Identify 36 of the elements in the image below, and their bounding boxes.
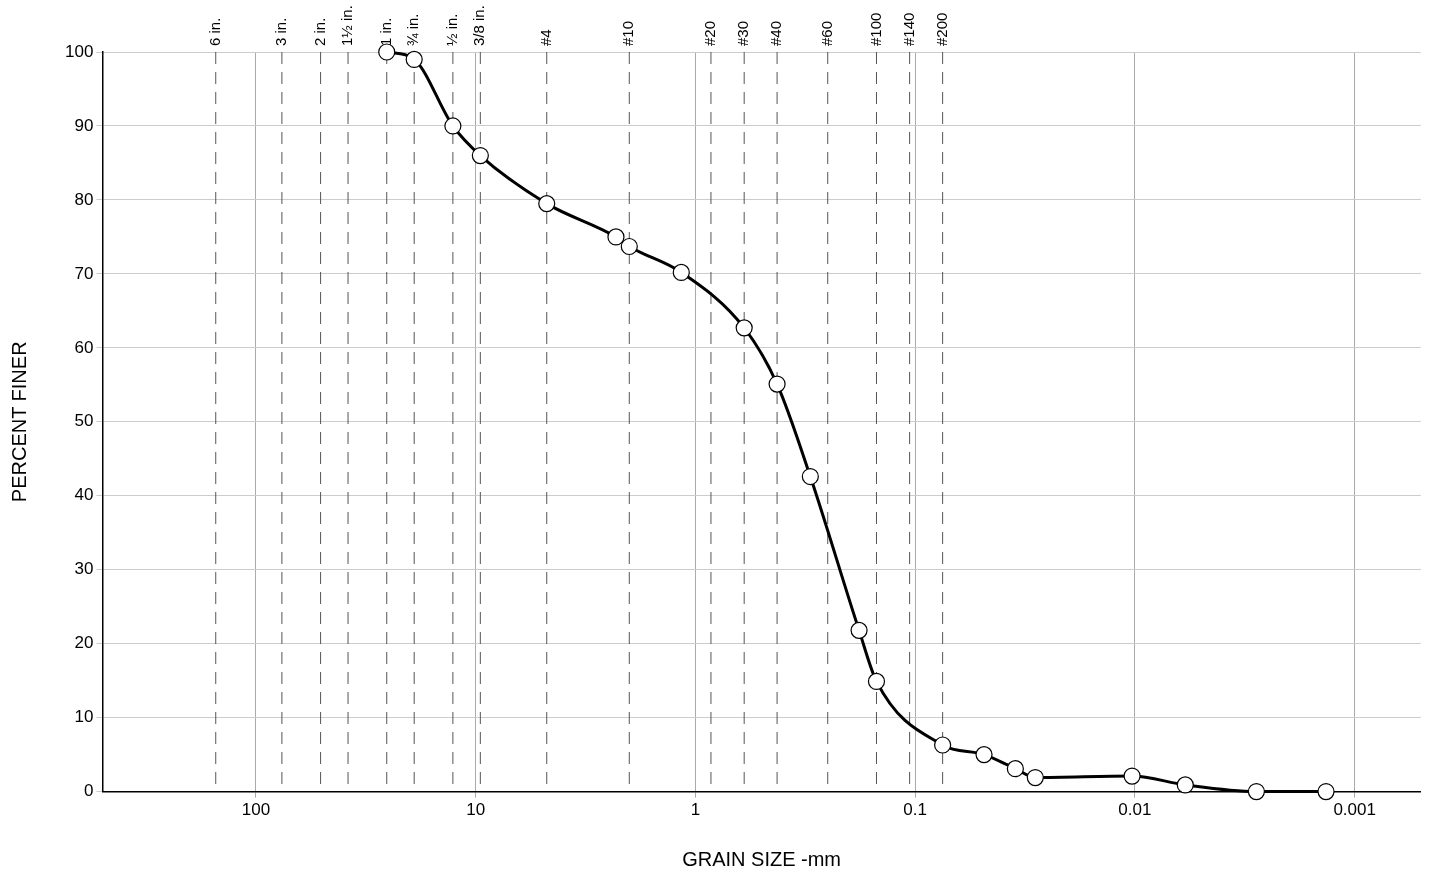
y-tick-label: 40 <box>74 485 94 505</box>
y-tick-label: 90 <box>74 115 94 135</box>
text: 3 in. <box>272 17 290 46</box>
text: 1½ in. <box>338 5 356 46</box>
x-tick-label: 1 <box>690 800 701 820</box>
x-tick-label: 0.001 <box>1333 800 1376 820</box>
y-tick-label: 60 <box>74 337 94 357</box>
y-tick-label: 100 <box>64 41 94 61</box>
text: ¾ in. <box>404 13 422 46</box>
x-axis-title: GRAIN SIZE -mm <box>682 847 842 870</box>
text: 3/8 in. <box>470 5 488 46</box>
text: ½ in. <box>443 13 461 46</box>
x-tick-label: 10 <box>466 800 486 820</box>
x-tick-label: 100 <box>241 800 271 820</box>
text: 6 in. <box>205 17 223 46</box>
y-tick-label: 50 <box>74 411 94 431</box>
text: #100 <box>866 12 884 46</box>
text: #20 <box>701 20 719 46</box>
y-tick-label: 0 <box>83 781 94 801</box>
text: #40 <box>767 20 785 46</box>
text: #10 <box>619 20 637 46</box>
y-tick-label: 30 <box>74 559 94 579</box>
y-axis-title: PERCENT FINER <box>7 341 30 503</box>
x-tick-label: 0.1 <box>903 800 927 820</box>
y-tick-label: 10 <box>74 707 94 727</box>
y-tick-label: 70 <box>74 263 94 283</box>
y-tick-label: 20 <box>74 633 94 653</box>
text: #200 <box>932 12 950 46</box>
text: #140 <box>899 12 917 46</box>
text: 1 in. <box>376 17 394 46</box>
text: 2 in. <box>310 17 328 46</box>
text: #60 <box>817 20 835 46</box>
text: #30 <box>734 20 752 46</box>
y-tick-label: 80 <box>74 189 94 209</box>
x-tick-label: 0.01 <box>1118 800 1152 820</box>
text: #4 <box>536 29 554 46</box>
